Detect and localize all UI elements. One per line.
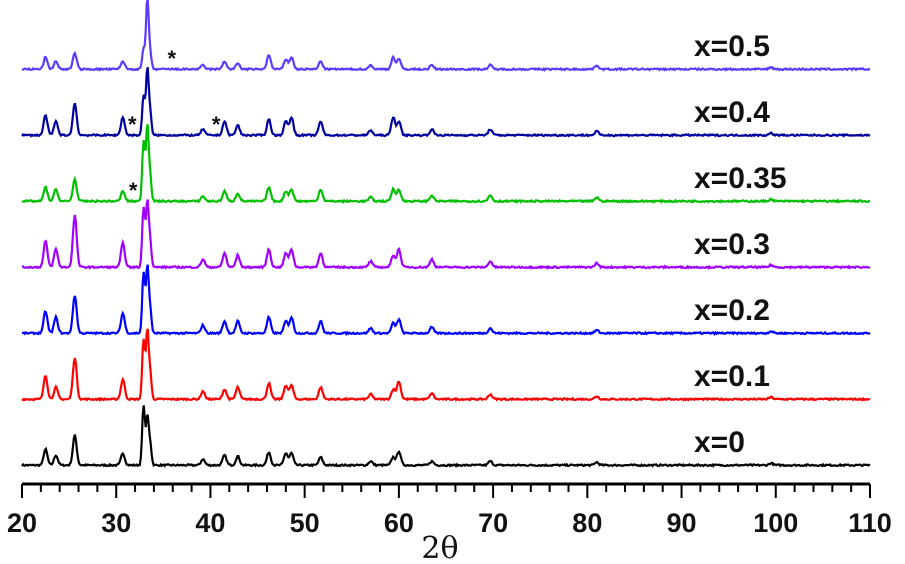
series-line-x=0.35: [21, 124, 871, 205]
x-tick-label: 90: [667, 508, 697, 538]
x-axis-title: 2θ: [421, 531, 458, 564]
impurity-marker: *: [212, 112, 221, 137]
x-axis-ticks: 20 30 40 50 60 70 80 90 100 110: [7, 484, 892, 538]
series-labels-group: x=0 x=0.1 x=0.2 x=0.3 x=0.35 x=0.4 x=0.5: [694, 30, 787, 459]
x-tick-label: 40: [195, 508, 225, 538]
impurity-marker: *: [168, 46, 177, 71]
series-label: x=0.2: [694, 294, 770, 327]
series-line-x=0.3: [21, 199, 871, 270]
x-tick-label: 30: [101, 508, 131, 538]
series-line-x=0: [21, 405, 871, 468]
series-label: x=0.1: [694, 360, 770, 393]
x-tick-label: 70: [478, 508, 508, 538]
series-line-x=0.4: [21, 67, 871, 138]
series-label: x=0.35: [694, 162, 787, 195]
series-line-x=0.2: [21, 264, 871, 337]
annotations-group: * * * *: [128, 46, 221, 203]
series-label: x=0.5: [694, 30, 770, 63]
series-line-x=0.1: [21, 328, 871, 402]
x-tick-label: 100: [753, 508, 798, 538]
traces-group: [21, 0, 871, 468]
impurity-marker: *: [128, 112, 137, 137]
series-label: x=0.3: [694, 228, 770, 261]
impurity-marker: *: [129, 178, 138, 203]
series-label: x=0: [694, 426, 745, 459]
x-tick-label: 20: [7, 508, 37, 538]
series-label: x=0.4: [694, 96, 770, 129]
x-tick-label: 110: [848, 508, 892, 538]
x-tick-label: 80: [572, 508, 602, 538]
series-line-x=0.5: [21, 0, 871, 72]
x-tick-label: 60: [384, 508, 414, 538]
x-tick-label: 50: [290, 508, 320, 538]
